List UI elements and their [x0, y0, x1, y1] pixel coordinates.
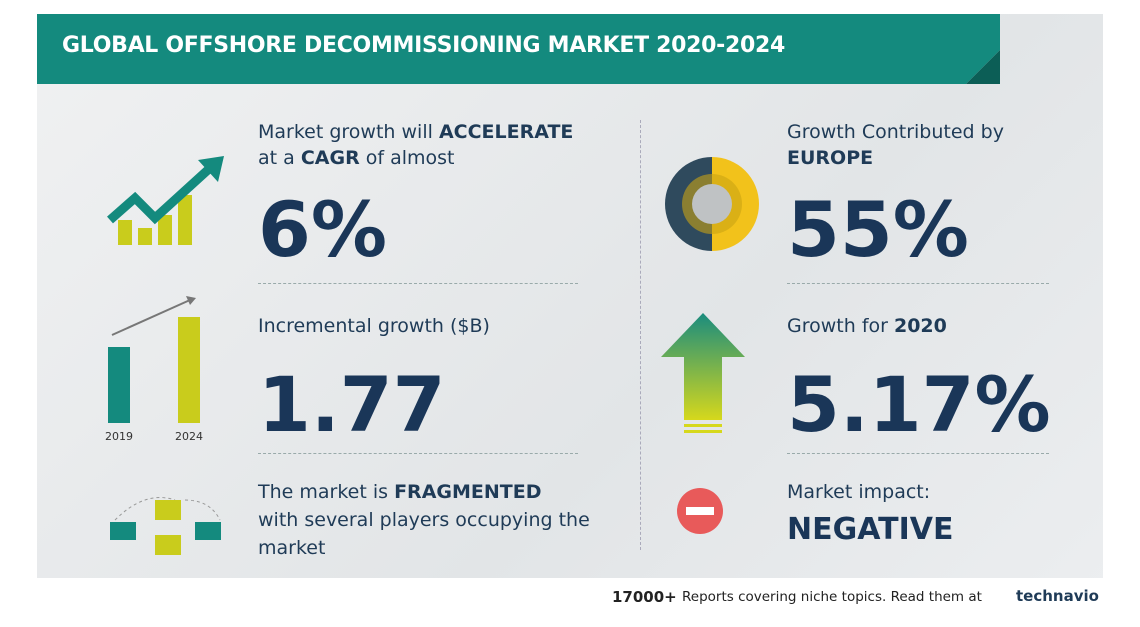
divider [258, 283, 578, 284]
text: Market growth will [258, 121, 433, 143]
footer [37, 578, 1103, 612]
divider [787, 453, 1049, 454]
growth-icon [107, 156, 224, 245]
footer-count: 17000+ [612, 588, 677, 606]
card-text: Incremental growth ($B) [258, 315, 490, 337]
text: Growth for [787, 315, 888, 337]
panel [37, 14, 1103, 612]
card-text: at a CAGR of almost [258, 145, 455, 171]
footer-brand: technavio [1016, 587, 1099, 605]
footer-text: Reports covering niche topics. Read them… [682, 589, 982, 605]
header-band [37, 14, 1000, 84]
card-text: EUROPE [787, 147, 874, 169]
divider [640, 120, 641, 550]
impact: NEGATIVE [787, 512, 954, 547]
text: 2020 [893, 315, 947, 337]
negative-icon [677, 488, 723, 534]
card-text: Growth for 2020 [787, 313, 947, 339]
card-text: Market impact: [787, 481, 931, 503]
header-fold [966, 50, 1000, 84]
divider [258, 453, 578, 454]
up-arrow-icon [661, 313, 745, 433]
value: 6% [258, 185, 388, 274]
text: ACCELERATE [438, 121, 574, 143]
icon-label: 2024 [175, 430, 203, 443]
value: 55% [787, 185, 969, 274]
divider [787, 283, 1049, 284]
card-text: Growth Contributed by [787, 121, 1004, 143]
icon-label: 2019 [105, 430, 133, 443]
text: CAGR [300, 147, 360, 169]
card-text: with several players occupying the [258, 509, 590, 531]
card-text: The market is FRAGMENTED [258, 479, 542, 505]
text: FRAGMENTED [394, 481, 542, 503]
value: 1.77 [258, 360, 446, 449]
text: of almost [365, 147, 455, 169]
text: at a [258, 147, 295, 169]
card-text: market [258, 537, 326, 559]
value: 5.17% [787, 360, 1051, 449]
bar-icon [108, 296, 200, 423]
card-text: Market growth will ACCELERATE [258, 119, 573, 145]
text: The market is [258, 481, 389, 503]
donut-icon [665, 157, 759, 251]
title: GLOBAL OFFSHORE DECOMMISSIONING MARKET 2… [62, 33, 786, 58]
fragmented-icon [110, 497, 221, 555]
